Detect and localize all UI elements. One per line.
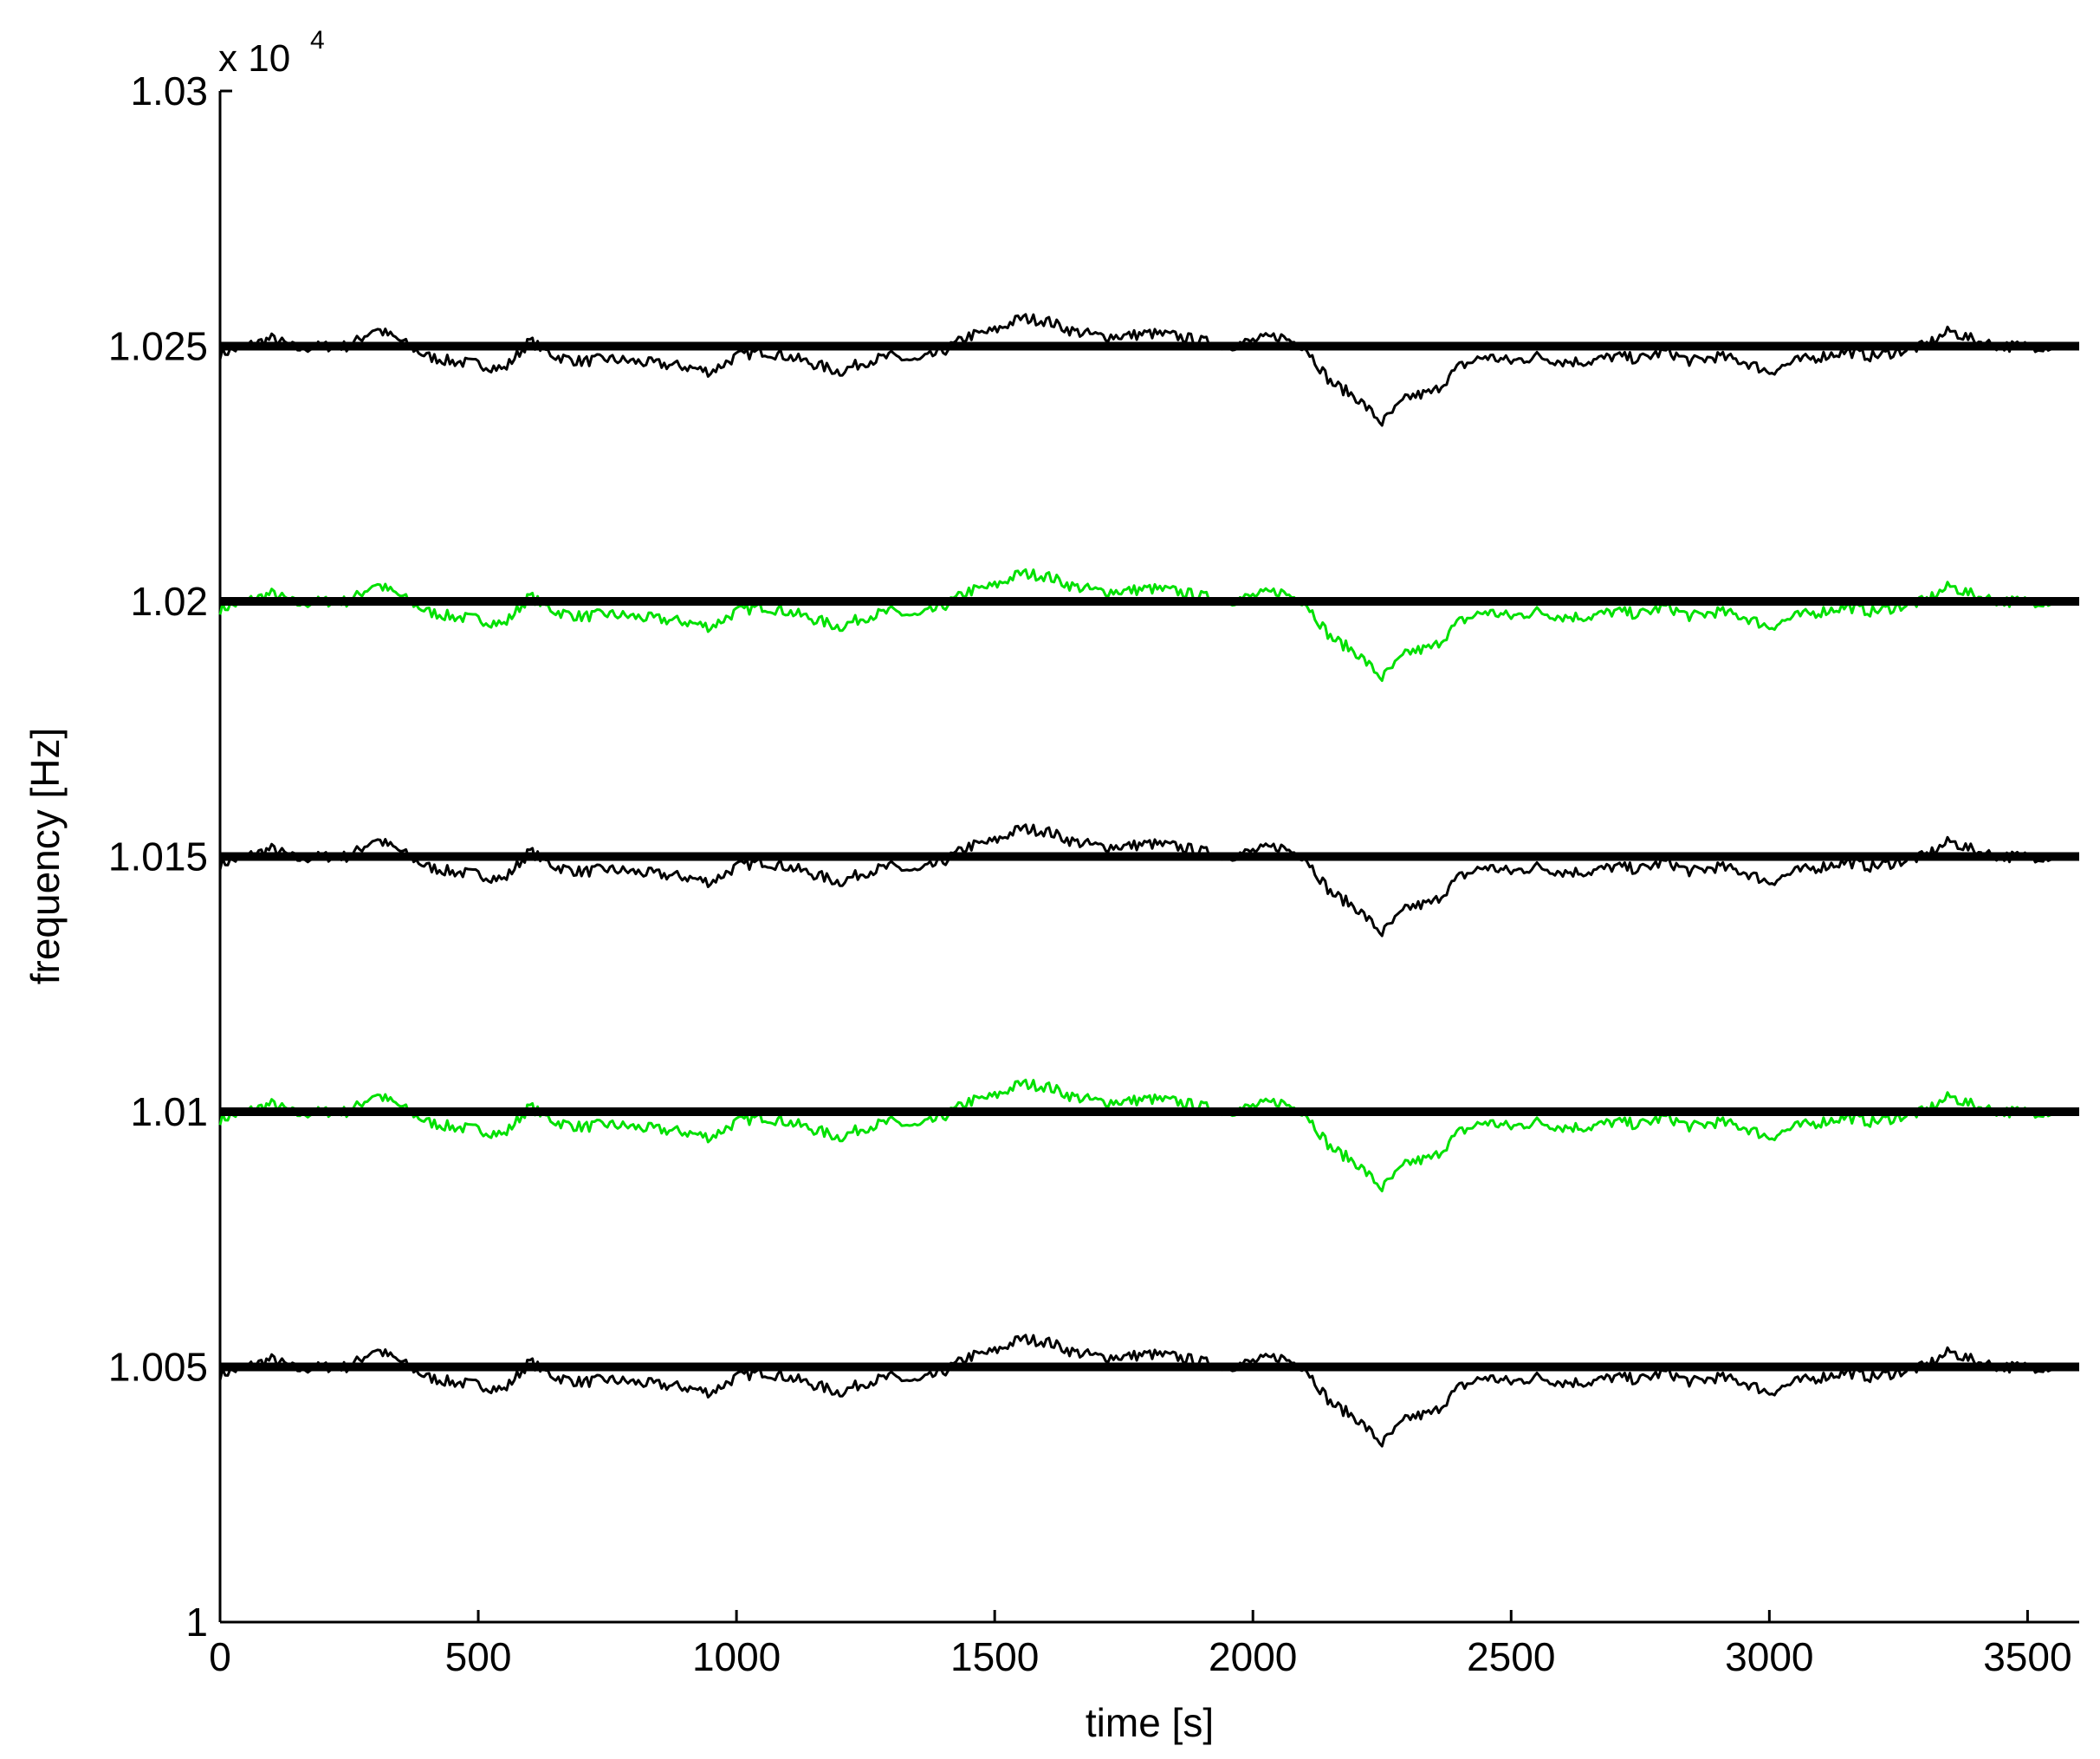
y-tick-label: 1.01 (130, 1089, 208, 1134)
x-tick-label: 0 (209, 1634, 231, 1679)
y-tick-label: 1.025 (108, 324, 208, 369)
series-line (218, 568, 2054, 682)
y-ticks: 1 1.005 1.01 1.015 1.02 1.025 1.03 (108, 68, 232, 1645)
y-tick-label: 1.03 (130, 68, 208, 114)
x-ticks: 0 500 1000 1500 2000 2500 3000 3500 (209, 1610, 2072, 1679)
plot-area: 0 500 1000 1500 2000 2500 3000 3500 11.0051.011… (108, 68, 2079, 1679)
x-tick-label: 500 (445, 1634, 512, 1679)
x-tick-label: 1500 (950, 1634, 1039, 1679)
series-line (218, 313, 2054, 427)
x-tick-label: 2500 (1467, 1634, 1555, 1679)
series-line (218, 823, 2054, 938)
y-tick-label: 1.02 (130, 579, 208, 624)
reference-lines (220, 341, 2079, 1372)
x-tick-label: 3500 (1983, 1634, 2071, 1679)
y-multiplier: x 10 (218, 37, 290, 80)
y-multiplier-exponent: 4 (310, 26, 325, 55)
series-line (218, 1078, 2054, 1192)
series-layer (218, 313, 2054, 1448)
y-tick-label: 1.015 (108, 834, 208, 880)
x-tick-label: 2000 (1209, 1634, 1297, 1679)
y-axis-label: frequency [Hz] (23, 728, 68, 985)
x-tick-label: 3000 (1725, 1634, 1813, 1679)
y-tick-label: 1 (185, 1600, 208, 1645)
series-line (218, 1334, 2054, 1448)
x-tick-label: 1000 (692, 1634, 781, 1679)
y-tick-label: 1.005 (108, 1345, 208, 1390)
x-axis-label: time [s] (1086, 1700, 1214, 1745)
